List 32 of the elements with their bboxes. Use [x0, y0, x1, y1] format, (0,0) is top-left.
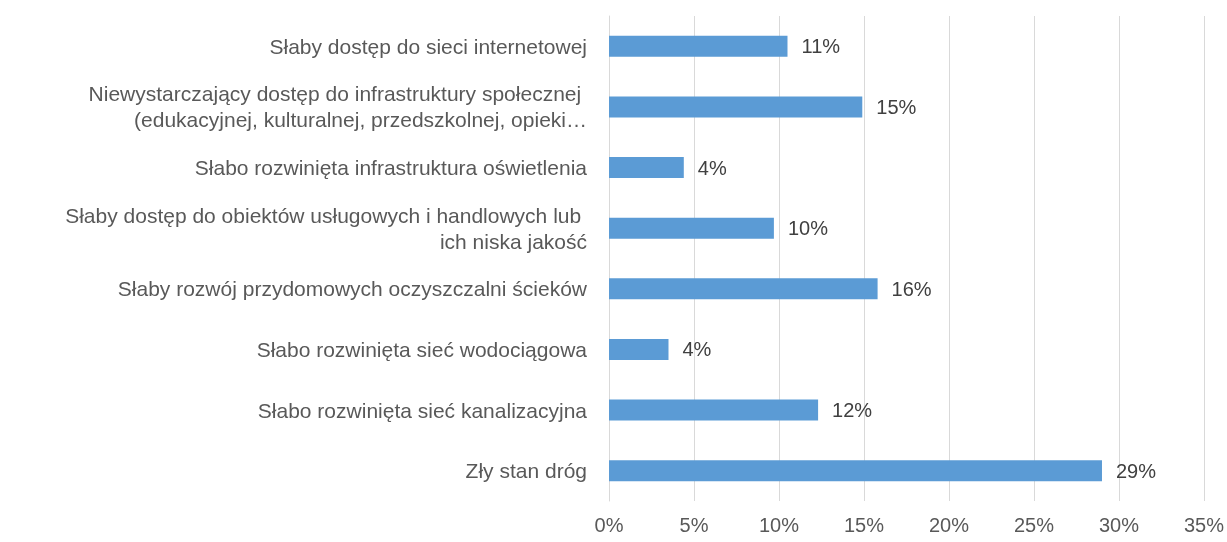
y-tick-label: Słabo rozwinięta infrastruktura oświetlenia [194, 156, 588, 180]
x-tick-label: 20% [928, 514, 970, 536]
bar [609, 96, 863, 118]
y-tick-label: Zły stan dróg [465, 459, 587, 483]
data-label: 15% [876, 95, 917, 118]
data-label: 10% [787, 217, 829, 240]
bar [609, 278, 878, 300]
y-tick-label: Słabo rozwinięta sieć kanalizacyjna [257, 398, 588, 422]
bar [609, 399, 819, 421]
x-tick-label: 0% [594, 514, 624, 536]
bar [609, 157, 684, 179]
bar [609, 460, 1102, 482]
bar [609, 217, 774, 239]
data-label: 4% [682, 338, 712, 361]
bar [609, 35, 788, 57]
y-tick-label: Słabo rozwinięta sieć wodociągowa [256, 337, 588, 361]
y-tick-label: Słaby dostęp do sieci internetowej [269, 34, 587, 58]
data-label: 11% [801, 35, 841, 58]
y-tick-label: Słaby rozwój przydomowych oczyszczalni ścieków [117, 277, 588, 301]
data-label: 12% [832, 399, 873, 422]
bar [609, 338, 669, 360]
y-tick-label: Słaby dostęp do obiektów usługowych i handlowych lub ich niska jakość [65, 203, 587, 253]
x-tick-label: 25% [1013, 514, 1055, 536]
data-label: 4% [697, 156, 727, 179]
x-tick-label: 30% [1098, 514, 1140, 536]
y-tick-label: Niewystarczający dostęp do infrastruktury społecznej (edukacyjnej, kulturalnej, przedszkolnej, opieki… [88, 82, 587, 132]
x-tick-label: 5% [679, 514, 709, 536]
x-tick-label: 10% [758, 514, 800, 536]
data-label: 16% [891, 277, 932, 300]
x-tick-label: 35% [1183, 514, 1225, 536]
data-label: 29% [1115, 459, 1157, 482]
x-tick-label: 15% [843, 514, 885, 536]
